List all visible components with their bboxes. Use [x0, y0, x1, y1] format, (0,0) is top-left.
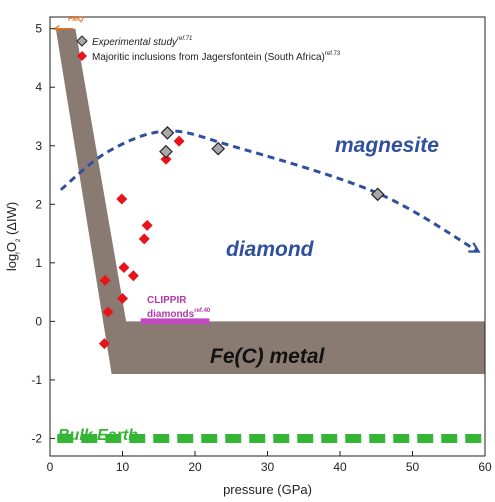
y-tick-label: 1: [35, 256, 42, 270]
majoritic-inclusion-point: [117, 293, 128, 305]
majoritic-inclusion-point: [102, 306, 114, 318]
majoritic-inclusion-point: [116, 193, 128, 205]
magnesite-label: magnesite: [335, 134, 439, 157]
x-axis-label: pressure (GPa): [223, 482, 312, 497]
y-label-2: 2: [16, 238, 22, 242]
x-tick-label: 20: [188, 460, 202, 474]
x-tick-label: 40: [333, 460, 347, 474]
experimental-study-point: [160, 126, 175, 140]
points-layer: [98, 126, 385, 350]
majoritic-inclusion-point: [98, 338, 110, 350]
x-tick-label: 30: [261, 460, 275, 474]
plot-area-frame: [49, 16, 486, 457]
majoritic-inclusion-point: [138, 233, 150, 245]
experimental-study-point: [159, 144, 173, 159]
legend: Experimental studyref.71 Majoritic inclu…: [76, 35, 341, 63]
x-tick-label: 0: [47, 460, 54, 474]
fe-c-metal-region: [55, 28, 486, 375]
y-tick-label: 5: [35, 22, 42, 36]
clippir-label: CLIPPIR: [147, 295, 187, 306]
legend-entry-experimental: Experimental studyref.71: [92, 36, 192, 48]
legend-majoritic-name: Majoritic inclusions from Jagersfontein …: [92, 52, 325, 63]
clippir-ref: ref.40: [194, 308, 211, 314]
majoritic-inclusion-point: [127, 270, 139, 282]
majoritic-inclusion-point: [141, 219, 153, 231]
legend-experimental-ref: ref.71: [177, 36, 192, 42]
x-tick-label: 10: [116, 460, 130, 474]
legend-marker-experimental: [76, 35, 88, 47]
y-tick-label: 0: [35, 314, 42, 328]
y-label-f: f: [16, 252, 22, 254]
majoritic-inclusion-point: [160, 153, 172, 165]
y-tick-label: 2: [35, 197, 42, 211]
legend-majoritic-ref: ref.73: [325, 51, 341, 57]
x-tick-label: 60: [478, 460, 492, 474]
axis-ticks-layer: 0 10 20 30 40 50 60 -2 -1 0 1 2 3 4 5: [31, 22, 492, 474]
legend-marker-majoritic: [77, 51, 87, 61]
y-tick-label: -2: [31, 431, 42, 445]
majoritic-inclusion-point: [118, 262, 130, 274]
bulk-earth-label: Bulk Earth: [58, 427, 138, 444]
fmq-label: FMQ: [68, 16, 84, 23]
fe-c-metal-label: Fe(C) metal: [210, 345, 326, 368]
clippir-diamonds-label: diamondsref.40: [147, 308, 211, 320]
y-label-log: log: [4, 254, 19, 271]
experimental-study-point: [211, 141, 226, 156]
clippir-diamonds-text: diamonds: [147, 309, 195, 320]
legend-experimental-name: Experimental study: [92, 37, 178, 48]
experimental-study-point: [370, 187, 385, 202]
majoritic-inclusion-point: [173, 135, 185, 147]
trend-arrow-curve: [59, 129, 481, 253]
y-label-o: O: [4, 242, 19, 252]
diamond-label: diamond: [226, 238, 315, 261]
x-tick-label: 50: [406, 460, 420, 474]
y-tick-label: -1: [31, 373, 42, 387]
y-tick-label: 3: [35, 139, 42, 153]
y-axis-label: logfO2 (ΔIW): [4, 202, 22, 271]
legend-entry-majoritic: Majoritic inclusions from Jagersfontein …: [92, 51, 341, 63]
y-label-paren: (ΔIW): [4, 202, 19, 239]
regions-layer: [53, 25, 486, 443]
y-tick-label: 4: [35, 80, 42, 94]
majoritic-inclusion-point: [99, 274, 111, 286]
